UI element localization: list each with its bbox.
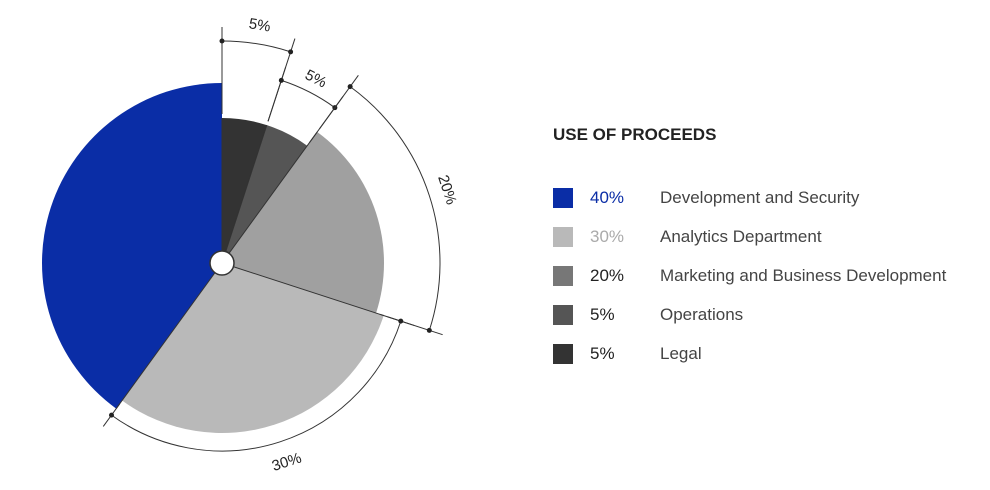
pie-slice-legal — [222, 118, 267, 263]
pie-slice-marketing-and-business-development — [222, 131, 384, 314]
pie-center-hub — [209, 250, 235, 276]
legend-swatch — [553, 265, 573, 286]
legend-swatch — [553, 343, 573, 364]
legend-swatch — [553, 187, 573, 208]
legend-percent: 5% — [590, 304, 615, 324]
slice-divider — [115, 262, 223, 409]
chart-title: USE OF PROCEEDS — [553, 125, 717, 144]
legend-label: Development and Security — [660, 187, 860, 207]
legend-percent: 20% — [590, 265, 625, 285]
dimension-dot — [288, 49, 294, 55]
legend-percent: 40% — [590, 187, 625, 207]
pie-slice-development-and-security — [42, 83, 222, 409]
dimension-dot — [278, 77, 284, 83]
legend-item: 5% Operations — [553, 295, 946, 334]
legend-label: Operations — [660, 304, 744, 324]
slice-divider — [221, 131, 318, 264]
legend-swatch — [553, 226, 573, 247]
dimension-dot — [426, 327, 432, 333]
dimension-dot — [347, 84, 353, 90]
slice-percent-label: 20% — [434, 173, 459, 207]
slice-percent-label: 5% — [302, 66, 329, 91]
legend-item: 30% Analytics Department — [553, 217, 946, 256]
slice-percent-label: 30% — [270, 449, 304, 474]
slice-divider — [221, 262, 384, 317]
legend-item: 40% Development and Security — [553, 178, 946, 217]
pie-slice-analytics-department — [122, 263, 384, 433]
dimension-arc — [281, 79, 336, 109]
dimension-dot — [219, 38, 225, 44]
legend-item: 20% Marketing and Business Development — [553, 256, 946, 295]
legend-label: Analytics Department — [660, 226, 822, 246]
legend-item: 5% Legal — [553, 334, 946, 373]
dimension-arc — [111, 320, 402, 452]
dimension-dot — [398, 318, 404, 324]
dimension-tick — [319, 75, 359, 129]
legend-label: Marketing and Business Development — [660, 265, 947, 285]
legend-percent: 30% — [590, 226, 625, 246]
legend: USE OF PROCEEDS 40% Development and Secur… — [553, 125, 946, 373]
legend-percent: 5% — [590, 343, 615, 363]
legend-list: 40% Development and Security 30% Analytics … — [553, 178, 946, 373]
legend-label: Legal — [660, 343, 702, 363]
dimension-tick — [267, 66, 287, 122]
dimension-arc — [349, 86, 441, 331]
slice-percent-label: 5% — [248, 15, 272, 35]
dimension-arc — [221, 40, 291, 53]
legend-swatch — [553, 304, 573, 325]
slice-divider — [221, 124, 268, 264]
pie-slice-operations — [222, 125, 308, 263]
dimension-dot — [109, 412, 114, 418]
